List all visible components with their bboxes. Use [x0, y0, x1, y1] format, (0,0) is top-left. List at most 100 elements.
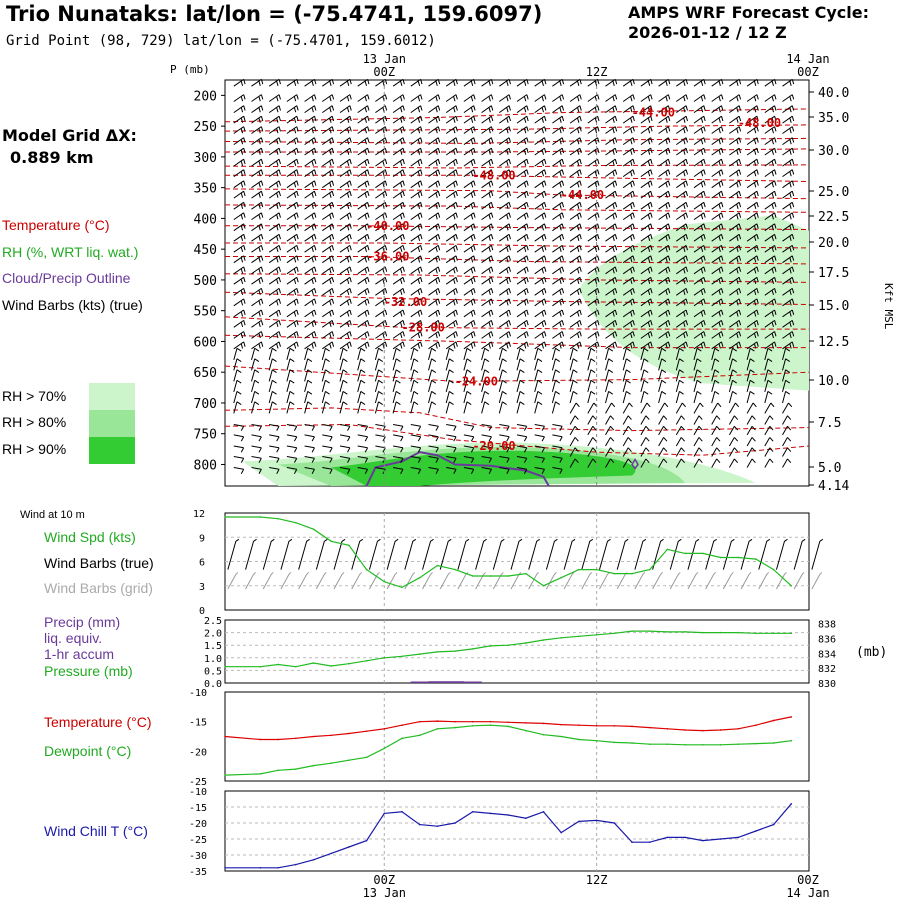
wind-barb [729, 287, 742, 296]
wind-barb [658, 266, 671, 275]
wind-barb [782, 402, 793, 414]
wind-barb [428, 147, 441, 156]
wind-barb [304, 169, 317, 178]
temperature-line-point [294, 737, 297, 740]
wind-barb [552, 190, 565, 199]
wind-barb [251, 137, 264, 146]
wind-barb [552, 276, 565, 285]
wind-barb [640, 358, 649, 371]
wind-barb [499, 244, 511, 253]
wind-chill-line-point [436, 825, 439, 827]
wind-barb [711, 233, 724, 242]
wind-barb [357, 105, 370, 114]
wind-barb [268, 379, 277, 393]
wind-speed-line-point [666, 548, 669, 551]
wind-barb [764, 147, 777, 156]
wind-barb [605, 341, 618, 350]
wind-barb [622, 180, 635, 189]
wind-barb [658, 126, 671, 134]
wind-barb [782, 309, 795, 318]
wind-chill-line-point [719, 838, 722, 840]
wind-barb [746, 379, 755, 393]
precip-tick-label: 1.0 [204, 654, 222, 665]
wind-barb [481, 190, 494, 199]
wind-barb [251, 78, 264, 87]
wind-barb [605, 180, 618, 189]
wind-barb [304, 180, 317, 189]
wind-barb [622, 379, 631, 393]
wind-barb [339, 341, 352, 350]
wind-barb [481, 445, 492, 453]
wind-barb [711, 276, 724, 285]
wind-speed-line-point [224, 516, 226, 518]
wind-barb [676, 331, 688, 339]
wind-barb [693, 415, 703, 425]
wind-barb [286, 223, 299, 232]
wind-barb [728, 390, 737, 404]
wind-barb [782, 369, 791, 382]
dewpoint-line-point [418, 734, 421, 737]
wind-barb [481, 331, 494, 339]
wind-barb [516, 369, 525, 382]
temperature-contour-line [224, 365, 810, 382]
wind-barb [782, 347, 791, 361]
wind-barb [587, 447, 597, 457]
wind-barb [552, 126, 565, 134]
wind-barb [463, 424, 475, 431]
wind-barb [711, 447, 721, 457]
wind-barb [711, 244, 724, 253]
wind-chill-line-point [631, 841, 633, 843]
wind-barb [357, 331, 370, 339]
wind-barb [322, 115, 335, 124]
wind-barb [658, 347, 667, 361]
temperature-line-point [648, 726, 651, 729]
wind-barb-true [599, 538, 611, 570]
wind-barb [552, 467, 563, 474]
wind-barb [463, 456, 475, 463]
wind-barb [676, 169, 688, 178]
temperature-line-point [454, 720, 456, 723]
wind-barb [322, 137, 335, 146]
wind-barb-true [280, 538, 293, 570]
wind-barb [463, 331, 476, 339]
wind-barb [711, 223, 724, 232]
wind-barb [499, 341, 511, 350]
wind-barb [392, 169, 405, 178]
wind-barb [551, 347, 560, 361]
wind-barb [392, 390, 401, 404]
wind-barb [446, 424, 457, 431]
wind-barb [658, 169, 671, 178]
wind-barb [622, 425, 632, 436]
legend-rh: RH (%, WRT liq. wat.) [2, 244, 139, 260]
wind-barb [605, 458, 615, 468]
wind-barb [693, 309, 706, 318]
wind-chill-line-point [471, 811, 474, 813]
pressure-unit-label: (mb) [856, 645, 887, 660]
wind-barb [658, 276, 671, 285]
wind-barb [640, 287, 653, 296]
wind-barb [605, 331, 618, 339]
wind-barb [357, 201, 370, 210]
wind-chill-line-point [330, 852, 332, 855]
wind-barb [605, 276, 618, 285]
wind-barb [357, 467, 369, 474]
wind-barb [569, 319, 582, 328]
wind-barb-grid [776, 572, 787, 590]
top-time-tick: 00Z [373, 65, 395, 79]
wind-barb-true [563, 538, 576, 570]
wind-barb [534, 358, 543, 371]
wind-barb-true [386, 538, 399, 570]
wind-barb [605, 190, 618, 199]
wind-barb [304, 233, 317, 242]
temperature-line-point [790, 716, 793, 718]
wind-barb [339, 94, 352, 102]
wind-barb [375, 180, 388, 189]
wind-barb [410, 298, 423, 307]
dewpoint-line-point [471, 725, 474, 727]
dewpoint-line-point [312, 764, 315, 767]
wind-barb [357, 78, 370, 87]
wind-barb [463, 223, 476, 232]
wind-barb-true [705, 538, 717, 570]
wind-barb [463, 369, 472, 382]
wind-barb [675, 390, 684, 404]
